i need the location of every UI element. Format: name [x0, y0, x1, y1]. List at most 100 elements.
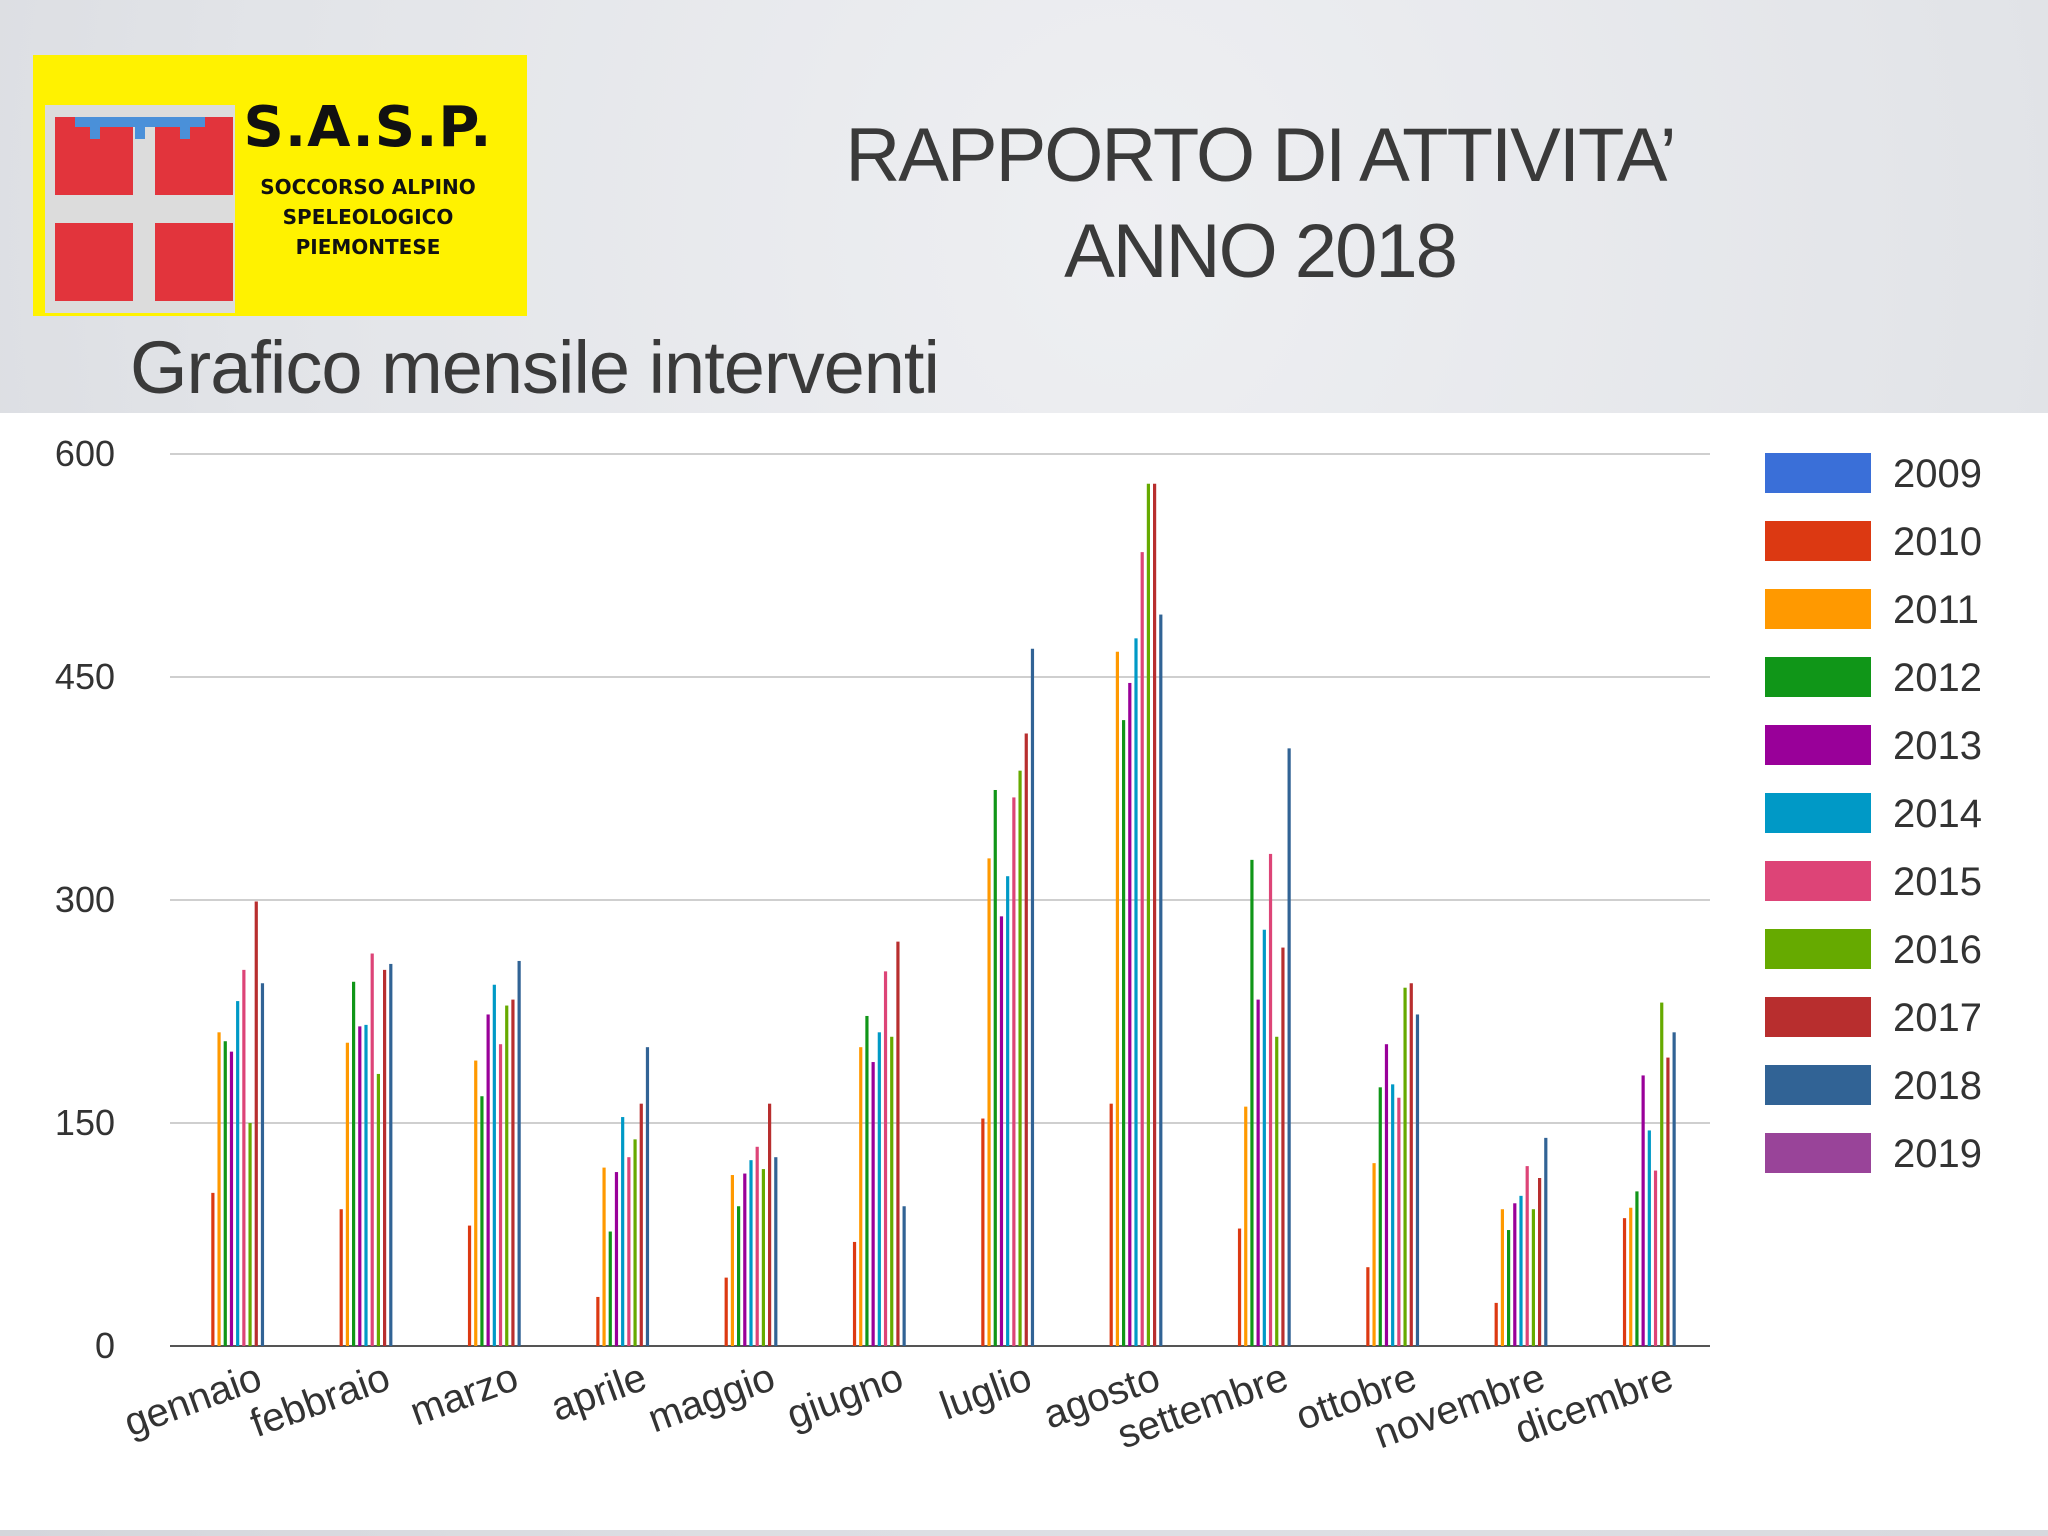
bar-2012-aprile: [608, 1231, 612, 1346]
legend-label-2019: 2019: [1893, 1132, 1982, 1176]
bar-2017-gennaio: [254, 901, 258, 1346]
bar-2011-giugno: [859, 1047, 863, 1346]
bar-2017-febbraio: [383, 969, 387, 1346]
bar-2015-marzo: [498, 1044, 503, 1346]
bar-2016-novembre: [1531, 1209, 1535, 1346]
bar-2012-febbraio: [352, 981, 356, 1346]
y-tick-label: 150: [55, 1102, 115, 1143]
slide-title-line-1: RAPPORTO DI ATTIVITA’: [845, 113, 1676, 198]
bar-2012-giugno: [865, 1015, 869, 1346]
bar-2010-ottobre: [1366, 1267, 1370, 1346]
x-tick-label: maggio: [642, 1355, 780, 1441]
bar-2010-settembre: [1237, 1228, 1242, 1346]
bar-2016-agosto: [1146, 483, 1150, 1346]
bar-2017-maggio: [768, 1103, 772, 1346]
bar-2017-marzo: [511, 999, 515, 1346]
bar-2015-ottobre: [1397, 1097, 1401, 1346]
bar-2013-aprile: [614, 1172, 619, 1346]
slide-title-line-2: ANNO 2018: [1064, 209, 1458, 294]
bar-2016-aprile: [633, 1139, 637, 1346]
bar-2015-febbraio: [370, 953, 374, 1346]
bar-2018-luglio: [1030, 648, 1035, 1346]
legend-swatch-2019: [1765, 1133, 1871, 1173]
legend-label-2011: 2011: [1893, 588, 1979, 632]
legend-swatch-2014: [1765, 793, 1871, 833]
bar-2017-aprile: [639, 1103, 643, 1346]
bar-2011-gennaio: [217, 1032, 221, 1346]
bar-2018-marzo: [517, 960, 521, 1346]
bar-2014-maggio: [749, 1160, 753, 1346]
bar-2010-marzo: [467, 1225, 472, 1346]
legend-swatch-2015: [1765, 861, 1871, 901]
bar-2018-gennaio: [260, 983, 265, 1346]
bar-2013-maggio: [743, 1173, 747, 1346]
bar-2010-gennaio: [211, 1192, 215, 1346]
bar-2010-febbraio: [339, 1209, 343, 1346]
bar-2011-maggio: [730, 1175, 734, 1346]
legend-swatch-2013: [1765, 725, 1871, 765]
bar-2012-agosto: [1122, 720, 1126, 1346]
bar-2012-marzo: [480, 1096, 484, 1346]
bar-2010-agosto: [1109, 1103, 1113, 1346]
x-tick-label: aprile: [545, 1355, 652, 1430]
chart-subtitle: Grafico mensile interventi: [130, 326, 940, 409]
bar-2015-gennaio: [242, 969, 246, 1346]
legend-swatch-2009: [1765, 453, 1871, 493]
bar-2013-ottobre: [1384, 1044, 1389, 1346]
bar-2010-luglio: [981, 1118, 985, 1346]
piedmont-cross-emblem-icon: [45, 105, 235, 313]
bar-2014-novembre: [1519, 1195, 1523, 1346]
bar-2017-agosto: [1153, 483, 1157, 1346]
bar-2016-ottobre: [1403, 987, 1407, 1346]
bar-2018-giugno: [902, 1206, 906, 1346]
y-tick-label: 450: [55, 656, 115, 697]
bar-2010-giugno: [852, 1241, 857, 1346]
bar-2016-gennaio: [248, 1123, 252, 1346]
bar-2014-febbraio: [364, 1024, 368, 1346]
bar-2017-settembre: [1281, 947, 1285, 1346]
bar-2013-giugno: [871, 1062, 875, 1346]
bar-2016-luglio: [1018, 770, 1022, 1346]
x-tick-label: marzo: [404, 1355, 523, 1434]
bar-2010-maggio: [724, 1277, 728, 1346]
bar-2011-dicembre: [1629, 1207, 1633, 1346]
bar-2010-aprile: [596, 1296, 600, 1346]
x-tick-label: luglio: [934, 1355, 1037, 1428]
bar-2012-gennaio: [223, 1041, 227, 1346]
bar-2018-novembre: [1544, 1137, 1548, 1346]
bar-2012-maggio: [737, 1206, 741, 1346]
bar-2011-marzo: [474, 1060, 478, 1346]
bar-2010-novembre: [1494, 1302, 1498, 1346]
bar-2018-dicembre: [1672, 1032, 1676, 1346]
legend-swatch-2016: [1765, 929, 1871, 969]
bar-2011-novembre: [1500, 1209, 1504, 1346]
bar-2013-luglio: [999, 916, 1004, 1346]
legend-swatch-2011: [1765, 589, 1871, 629]
legend-swatch-2018: [1765, 1065, 1871, 1105]
legend-swatch-2012: [1765, 657, 1871, 697]
bar-2013-dicembre: [1641, 1075, 1645, 1346]
legend-label-2010: 2010: [1893, 520, 1982, 564]
bar-2011-agosto: [1115, 651, 1119, 1346]
slide-title: RAPPORTO DI ATTIVITA’ ANNO 2018: [720, 108, 1800, 300]
bar-2014-ottobre: [1391, 1084, 1395, 1346]
bar-2011-luglio: [987, 858, 991, 1346]
bar-2014-gennaio: [236, 1001, 240, 1346]
y-tick-label: 0: [95, 1325, 115, 1366]
bar-2014-luglio: [1006, 876, 1010, 1346]
legend-swatch-2010: [1765, 521, 1871, 561]
bar-2018-aprile: [645, 1047, 650, 1346]
bar-2017-luglio: [1024, 733, 1028, 1346]
bar-2012-dicembre: [1635, 1191, 1639, 1346]
legend-label-2016: 2016: [1893, 928, 1982, 972]
bar-2017-novembre: [1538, 1178, 1542, 1346]
bar-2015-giugno: [883, 971, 888, 1346]
bar-2011-febbraio: [345, 1042, 349, 1346]
bar-2011-aprile: [602, 1167, 606, 1346]
legend-swatch-2017: [1765, 997, 1871, 1037]
bar-2016-giugno: [890, 1036, 894, 1346]
logo-title: S.A.S.P.: [243, 95, 493, 160]
logo-line-3: PIEMONTESE: [295, 235, 441, 259]
bar-2012-luglio: [993, 789, 997, 1346]
